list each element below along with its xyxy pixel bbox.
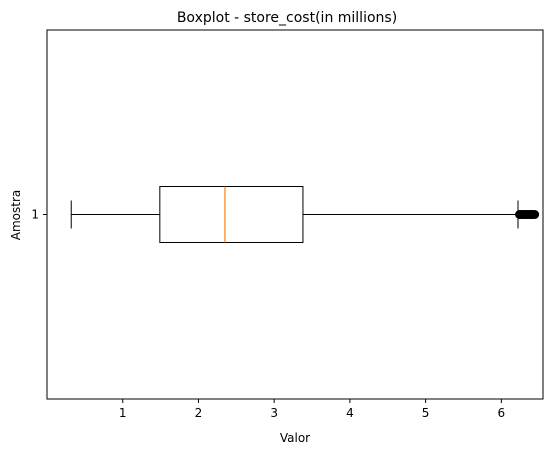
x-tick-label: 6 bbox=[498, 406, 506, 420]
y-axis-ticks: 1 bbox=[31, 208, 47, 222]
x-axis-label: Valor bbox=[280, 431, 310, 445]
x-tick-label: 5 bbox=[422, 406, 430, 420]
x-tick-label: 4 bbox=[346, 406, 354, 420]
x-axis-ticks: 1 2 3 4 5 6 bbox=[119, 399, 505, 420]
x-tick-label: 3 bbox=[270, 406, 278, 420]
y-tick-label: 1 bbox=[31, 208, 39, 222]
outlier-point bbox=[530, 210, 540, 219]
x-tick-label: 2 bbox=[195, 406, 203, 420]
iqr-box bbox=[159, 186, 304, 243]
box-series bbox=[70, 186, 540, 243]
x-tick-label: 1 bbox=[119, 406, 127, 420]
y-axis-label: Amostra bbox=[9, 190, 23, 240]
chart-title: Boxplot - store_cost(in millions) bbox=[177, 10, 397, 26]
